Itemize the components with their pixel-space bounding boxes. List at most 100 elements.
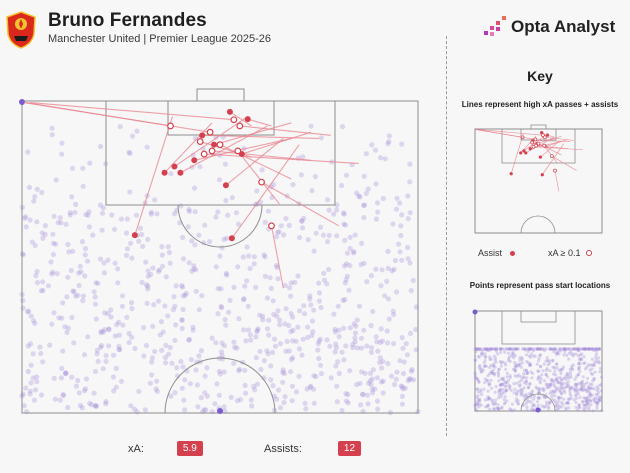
pass-start-point xyxy=(92,402,99,409)
key-pass-start-point xyxy=(473,347,477,351)
key-pass-start-point xyxy=(473,403,477,407)
pass-start-point xyxy=(247,265,253,271)
pass-start-point xyxy=(218,303,224,310)
pass-start-point xyxy=(191,263,197,269)
pass-start-point xyxy=(391,266,397,272)
pass-start-point xyxy=(240,254,246,260)
pass-start-point xyxy=(94,351,100,357)
key-pass-start-point xyxy=(537,387,541,391)
key-pass-start-point xyxy=(493,358,497,362)
pass-start-point xyxy=(118,378,125,384)
key-pass-start-point xyxy=(535,347,539,351)
key-pass-start-point xyxy=(590,372,595,376)
pass-start-point xyxy=(154,388,160,394)
key-pass-start-point xyxy=(551,358,555,362)
pass-start-point xyxy=(105,311,111,317)
pass-start-point xyxy=(94,347,100,353)
key-pass-start-point xyxy=(539,347,543,351)
key-pass-start-point xyxy=(591,397,596,401)
pass-start-point xyxy=(63,221,69,227)
pass-start-point xyxy=(139,231,145,238)
key-pass-start-point xyxy=(580,383,584,387)
key-pass-start-point xyxy=(479,390,483,394)
key-pass-start-point xyxy=(561,402,565,406)
pass-start-point xyxy=(28,313,34,319)
key-pass-start-point xyxy=(483,347,487,351)
pass-start-point xyxy=(270,298,276,304)
key-pass-start-point xyxy=(597,361,602,365)
key-pass-start-point xyxy=(548,391,552,395)
key-pass-start-point xyxy=(532,402,536,407)
pass-start-point xyxy=(310,329,316,335)
pass-start-point xyxy=(124,246,130,252)
pass-start-point xyxy=(92,301,98,307)
key-pass-start-point xyxy=(487,383,491,387)
key-pass-start-point xyxy=(499,347,503,351)
key-pass-start-point xyxy=(556,407,560,411)
pass-start-point xyxy=(368,322,374,329)
pass-start-point xyxy=(73,383,79,389)
key-pass-start-point xyxy=(578,356,582,360)
key-pass-start-point xyxy=(493,402,497,406)
key-pass-start-point xyxy=(556,381,560,385)
pass-start-point xyxy=(407,210,413,216)
key-pass-start-point xyxy=(515,391,519,395)
pass-start-point xyxy=(316,298,322,304)
key-pass-start-point xyxy=(549,347,554,351)
key-pass-start-point xyxy=(528,355,533,359)
key-pass-start-point xyxy=(512,356,516,360)
key-pass-start-point xyxy=(553,394,557,398)
key-pass-start-point xyxy=(510,402,514,406)
key-pass-line xyxy=(554,170,560,192)
pass-start-point xyxy=(377,359,383,366)
key-pass-line xyxy=(542,143,565,175)
pass-start-point xyxy=(321,277,328,283)
pass-start-point xyxy=(316,355,322,362)
key-pass-start-point xyxy=(576,348,580,353)
key-pass-start-point xyxy=(541,386,545,390)
pass-start-point xyxy=(373,181,379,187)
key-pass-start-point xyxy=(486,389,490,393)
pass-start-point xyxy=(202,373,208,379)
pass-start-point xyxy=(202,390,208,396)
pass-start-point xyxy=(72,209,78,216)
pass-start-point xyxy=(272,343,279,349)
key-pass-start-point xyxy=(527,354,532,358)
pass-start-point xyxy=(179,385,185,391)
key-pass-start-point xyxy=(580,386,584,390)
pass-start-point xyxy=(86,209,92,215)
pass-start-point xyxy=(326,266,332,273)
key-pass-start-point xyxy=(485,348,489,352)
key-pass-start-point xyxy=(583,347,588,351)
key-pass-start-point xyxy=(513,361,517,365)
pass-start-point xyxy=(373,334,379,340)
key-pass-start-point xyxy=(560,405,564,409)
pass-start-point xyxy=(157,332,163,338)
pass-start-point xyxy=(393,206,400,212)
key-pass-start-point xyxy=(588,368,592,372)
key-pass-start-point xyxy=(482,361,486,365)
pass-start-point xyxy=(179,283,185,289)
pass-start-point xyxy=(76,282,82,289)
key-pass-start-point xyxy=(529,363,533,367)
pass-start-point xyxy=(64,294,70,300)
pass-start-point xyxy=(75,377,81,384)
key-pass-start-point xyxy=(566,384,570,388)
pass-start-point xyxy=(318,362,324,368)
key-pass-start-point xyxy=(548,347,552,351)
key-pass-start-point xyxy=(600,409,604,413)
pass-start-point xyxy=(101,260,107,266)
pass-start-point xyxy=(363,190,369,196)
key-pass-start-point xyxy=(592,377,596,381)
pass-start-point xyxy=(410,277,416,284)
key-pass-start-point xyxy=(504,384,508,388)
pass-start-point xyxy=(343,277,349,283)
key-pass-start-point xyxy=(491,364,495,368)
pass-start-point xyxy=(399,393,405,399)
key-pass-start-point xyxy=(530,347,534,351)
pass-start-point xyxy=(69,314,75,321)
key-pass-start-point xyxy=(477,405,481,409)
pass-start-point xyxy=(50,269,56,275)
pass-start-point xyxy=(235,221,242,227)
key-pass-start-point xyxy=(594,357,598,361)
